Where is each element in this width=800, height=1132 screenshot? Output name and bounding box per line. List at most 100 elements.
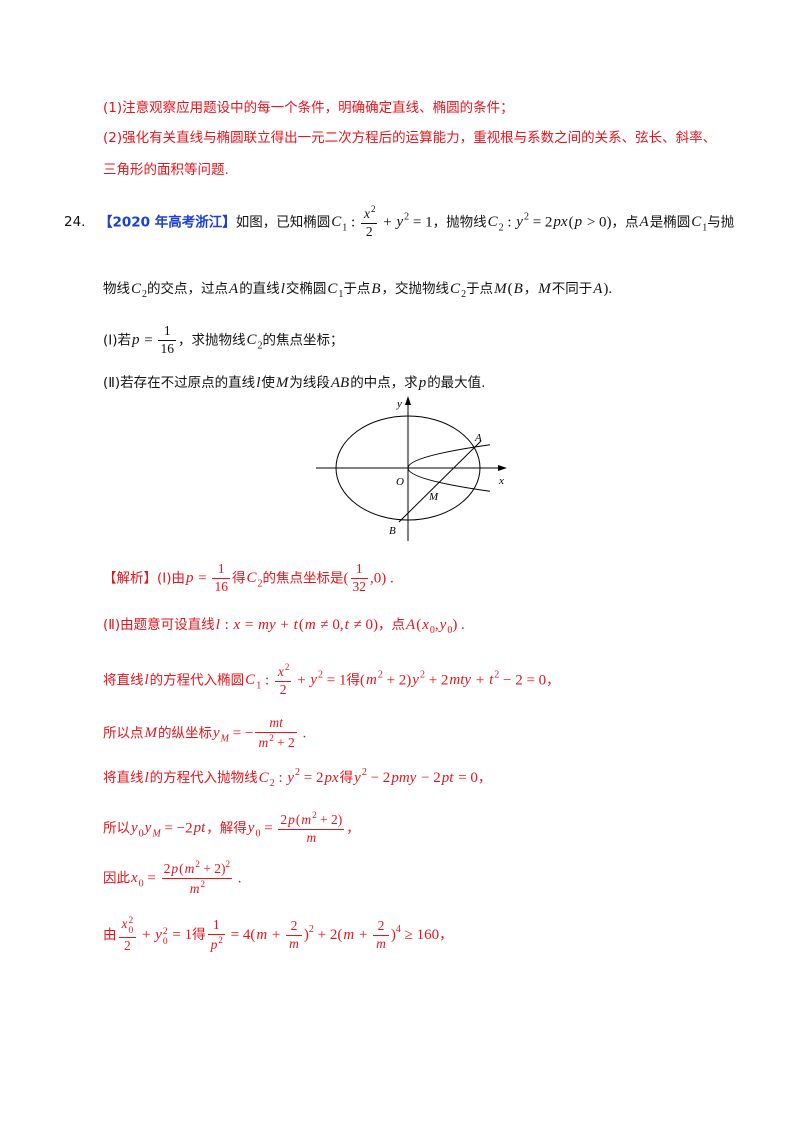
line-content: 【2020 年高考浙江】如图，已知椭圆C1 : x2 2 + y2 = 1，抛物线… [99, 203, 735, 240]
math-text: : [274, 769, 287, 786]
math-text: 2 [280, 811, 288, 827]
solution-line-1: 【解析】(Ⅰ)由p = 1 16 得C2的焦点坐标是(1 32,0) . [103, 558, 394, 598]
math-text: ( [295, 811, 301, 827]
math-symbol: pt [441, 769, 454, 786]
text-run: ，点 [378, 617, 406, 633]
note-line-3: 三角形的面积等问题. [103, 150, 229, 190]
math-symbol: m [376, 935, 386, 951]
problem-line-1: 【2020 年高考浙江】如图，已知椭圆C1 : x2 2 + y2 = 1，抛物线… [99, 202, 734, 242]
math-text: = [143, 870, 160, 886]
origin-label: O [396, 476, 404, 488]
subscript: 2 [461, 289, 467, 300]
math-text: ( [298, 617, 304, 633]
text-run: ，交抛物线 [381, 281, 450, 297]
point-a-label: A [474, 432, 482, 444]
fraction-denominator: 2 [361, 224, 378, 240]
fraction-numerator: 2p(m2 + 2) [278, 810, 345, 830]
question-number: 24. [64, 202, 85, 242]
text-run: 的纵坐标 [158, 725, 212, 741]
text-run: (Ⅰ)若 [103, 332, 132, 348]
math-symbol: x [121, 916, 128, 932]
subscript: 0 [447, 625, 453, 636]
text-run: ，点 [611, 214, 639, 230]
superscript: 2 [370, 203, 376, 214]
math-text: = 4( [226, 927, 256, 943]
fraction: mt m2 + 2 [255, 714, 297, 751]
math-symbol: l [144, 769, 149, 786]
math-text: + 2) [382, 672, 412, 688]
subscript: 1 [256, 680, 262, 691]
math-symbol: px [324, 769, 339, 786]
math-symbol: mt [269, 714, 283, 730]
math-text: + 2 [273, 734, 295, 750]
math-text: = 1 [323, 672, 347, 688]
text-run: (Ⅱ)若存在不过原点的直线 [103, 375, 256, 391]
math-text: ( [343, 570, 349, 586]
subscript: 0 [138, 828, 144, 839]
math-symbol: p [288, 811, 295, 827]
math-symbol: m [365, 672, 377, 688]
math-symbol: y [516, 214, 523, 230]
question-number-text: 24. [64, 214, 86, 230]
math-symbol: t [489, 672, 494, 688]
math-text: 2 [377, 917, 385, 933]
superscript: 2 [218, 934, 223, 945]
math-symbol: AB [330, 375, 350, 391]
line-content: 物线C2的交点，过点A的直线l交椭圆C1于点B，交抛物线C2于点M(B，M不同于… [103, 280, 612, 304]
text-run: ，求抛物线 [177, 332, 246, 348]
math-text: = 2 [528, 214, 553, 230]
math-symbol: C [246, 570, 257, 586]
math-text: . [234, 870, 242, 886]
math-text: + 2) [316, 811, 343, 827]
text-run: 的方程代入椭圆 [149, 672, 245, 688]
superscript: 2 [195, 858, 200, 869]
math-text: . [298, 725, 307, 741]
solution-line-6: 所以y0yM = −2pt，解得y0 = 2p(m2 + 2) m， [103, 808, 360, 848]
text-run: 如图，已知椭圆 [235, 214, 331, 230]
math-text: ≠ 0, [316, 617, 344, 633]
y-axis-arrow-icon [405, 396, 411, 405]
solution-line-3: 将直线l的方程代入椭圆C1 : x2 2 + y2 = 1得(m2 + 2)y2 … [103, 660, 560, 700]
math-symbol: A [229, 281, 239, 297]
fraction-denominator: m [373, 936, 389, 952]
math-text: : [261, 672, 273, 688]
text-run: 由 [103, 927, 117, 943]
source-tag: 【2020 年高考浙江】 [99, 214, 236, 230]
fraction-numerator: 2 [286, 918, 302, 936]
solution-line-7: 因此x0 = 2p(m2 + 2)2 m2 . [103, 858, 242, 898]
problem-part-1: (Ⅰ)若p = 1 16 ，求抛物线C2的焦点坐标； [103, 320, 344, 360]
math-text: 2 [124, 938, 131, 954]
text-run: 得 [231, 570, 246, 586]
math-text: + 2( [313, 927, 343, 943]
subscript: 1 [342, 222, 348, 233]
fraction-numerator: 1 [158, 322, 176, 341]
text-run: 与抛 [707, 214, 735, 230]
math-symbol: C [131, 281, 142, 297]
text-run: 的方程代入抛物线 [149, 769, 258, 786]
math-text: ( [507, 281, 513, 297]
line-content: (2)强化有关直线与椭圆联立得出一元二次方程后的运算能力，重视根与系数之间的关系… [103, 129, 716, 147]
math-text: − 2 [366, 769, 391, 786]
math-symbol: C [245, 672, 256, 688]
subscript: 2 [142, 289, 148, 300]
math-text: + [379, 214, 396, 230]
math-symbol: x [131, 870, 138, 886]
text-run: 得 [346, 672, 360, 688]
math-symbol: A [639, 214, 649, 230]
line-content: (Ⅱ)由题意可设直线l : x = my + t(m ≠ 0,t ≠ 0)，点A… [103, 616, 465, 640]
math-text: 1 [163, 322, 171, 338]
math-text: ) [390, 927, 396, 943]
text-run: 是椭圆 [649, 214, 691, 230]
math-symbol: p [418, 375, 427, 391]
subscript: M [220, 733, 230, 744]
math-symbol: M [275, 375, 289, 391]
subscript: 0 [138, 878, 144, 889]
superscript: 2 [200, 878, 205, 889]
math-symbol: C [691, 214, 702, 230]
math-symbol: B [513, 281, 523, 297]
math-symbol: m [304, 617, 316, 633]
math-symbol: m [289, 935, 299, 951]
math-symbol: pt [193, 820, 206, 836]
